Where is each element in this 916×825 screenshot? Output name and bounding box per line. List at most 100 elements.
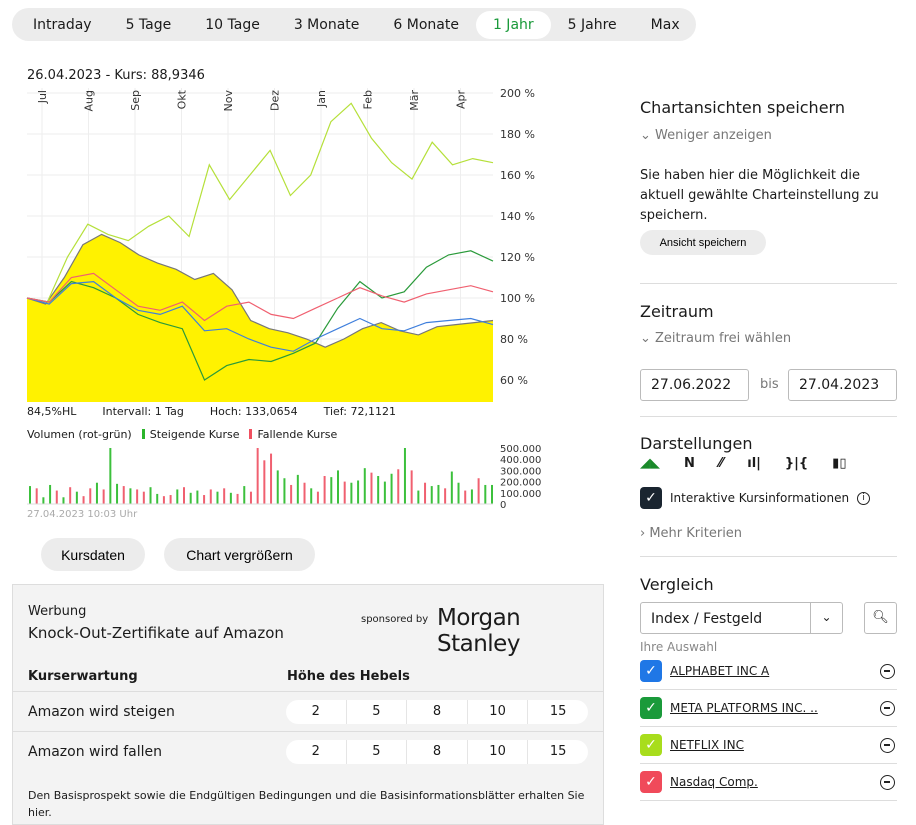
- tab-5-jahre[interactable]: 5 Jahre: [567, 16, 617, 33]
- y-tick-label: 100 %: [500, 292, 535, 305]
- series-line: [26, 250, 494, 381]
- search-button[interactable]: 🔍︎: [864, 602, 897, 634]
- volume-bar: [95, 482, 98, 504]
- less-toggle-label: Weniger anzeigen: [655, 128, 772, 143]
- lever-option[interactable]: 2: [286, 700, 347, 724]
- volume-bar: [444, 488, 447, 504]
- lever-option[interactable]: 5: [347, 740, 408, 764]
- candlestick-icon[interactable]: ▮▯: [832, 456, 847, 471]
- volume-bar: [75, 491, 78, 504]
- volume-bar: [162, 496, 165, 504]
- checkbox-checked-icon[interactable]: ✓: [640, 771, 662, 793]
- volume-bar: [249, 491, 252, 504]
- tab-6-monate[interactable]: 6 Monate: [393, 16, 459, 33]
- volume-bar: [424, 482, 427, 504]
- hlc-bars-icon[interactable]: }|{: [784, 456, 809, 471]
- compare-item-link[interactable]: ALPHABET INC A: [670, 664, 770, 678]
- x-tick-label: Jan: [315, 90, 328, 108]
- checkbox-checked-icon[interactable]: ✓: [640, 660, 662, 682]
- volume-bar: [142, 491, 145, 504]
- save-view-button[interactable]: Ansicht speichern: [640, 230, 766, 255]
- remove-icon[interactable]: [880, 774, 895, 790]
- sponsored-by: sponsored by: [361, 614, 429, 625]
- series-area: [27, 234, 493, 402]
- custom-period-label: Zeitraum frei wählen: [655, 331, 792, 346]
- period-tabs: Intraday 5 Tage 10 Tage 3 Monate 6 Monat…: [12, 8, 696, 41]
- compare-select[interactable]: Index / Festgeld ⌄: [640, 602, 843, 634]
- y-tick-label: 160 %: [500, 169, 535, 182]
- series-line: [26, 272, 494, 322]
- volume-bar: [450, 471, 453, 504]
- tab-intraday[interactable]: Intraday: [33, 16, 92, 33]
- checkbox-checked-icon[interactable]: ✓: [640, 734, 662, 756]
- checkbox-checked-icon[interactable]: ✓: [640, 487, 662, 509]
- volume-bar: [256, 448, 259, 504]
- lever-option[interactable]: 8: [407, 740, 468, 764]
- volume-bar: [196, 490, 199, 504]
- chevron-down-icon: ⌄: [640, 331, 656, 346]
- volume-bar: [69, 487, 72, 504]
- compare-item-link[interactable]: META PLATFORMS INC. ..: [670, 701, 818, 715]
- volume-legend: Volumen (rot-grün) Steigende Kurse Falle…: [27, 428, 337, 441]
- divider: [640, 556, 897, 557]
- info-icon[interactable]: i: [857, 491, 871, 505]
- remove-icon[interactable]: [880, 700, 895, 716]
- volume-bar: [383, 481, 386, 504]
- custom-period-toggle[interactable]: ⌄ Zeitraum frei wählen: [640, 331, 897, 346]
- interactive-info-toggle[interactable]: ✓ Interaktive Kursinformationen i: [640, 487, 897, 509]
- checkbox-checked-icon[interactable]: ✓: [640, 697, 662, 719]
- date-from-input[interactable]: 27.06.2022: [640, 369, 749, 401]
- tab-max[interactable]: Max: [650, 16, 680, 33]
- tab-3-monate[interactable]: 3 Monate: [293, 16, 360, 33]
- less-toggle[interactable]: ⌄ Weniger anzeigen: [640, 128, 897, 143]
- remove-icon[interactable]: [880, 737, 895, 753]
- lever-option[interactable]: 2: [286, 740, 347, 764]
- interval-stat: Intervall: 1 Tag: [102, 405, 184, 418]
- volume-bar: [437, 484, 440, 504]
- volume-bar: [477, 478, 480, 504]
- x-tick-label: Mär: [408, 90, 421, 111]
- chevron-down-icon: ⌄: [640, 128, 656, 143]
- tab-10-tage[interactable]: 10 Tage: [205, 16, 260, 33]
- volume-bar: [430, 486, 433, 504]
- volume-bar: [109, 448, 112, 504]
- enlarge-chart-button[interactable]: Chart vergrößern: [164, 538, 315, 571]
- price-chart[interactable]: 200 % 180 % 160 % 140 % 120 % 100 % 80 % 60 % Ju…: [0, 80, 560, 510]
- lever-option[interactable]: 8: [407, 700, 468, 724]
- tab-1-jahr[interactable]: 1 Jahr: [475, 10, 551, 39]
- x-tick-label: Dez: [269, 90, 282, 111]
- sponsor-logo[interactable]: Morgan Stanley: [437, 605, 521, 657]
- area-chart-icon[interactable]: ◢◣: [640, 456, 660, 471]
- lever-option[interactable]: 10: [468, 700, 529, 724]
- legend-down: Fallende Kurse: [249, 428, 337, 441]
- volume-bar: [457, 482, 460, 504]
- lever-option[interactable]: 15: [549, 744, 567, 759]
- more-criteria-label: Mehr Kriterien: [649, 526, 743, 541]
- volume-bar: [216, 491, 219, 504]
- compare-item-link[interactable]: Nasdaq Comp.: [670, 775, 758, 789]
- lever-option[interactable]: 10: [468, 740, 529, 764]
- volume-bar: [330, 477, 333, 504]
- x-tick-label: Nov: [222, 90, 235, 112]
- volume-bar: [42, 497, 45, 504]
- remove-icon[interactable]: [880, 663, 895, 679]
- tab-5-tage[interactable]: 5 Tage: [125, 16, 172, 33]
- y-tick-label: 140 %: [500, 210, 535, 223]
- chart-header: 26.04.2023 - Kurs: 88,9346: [27, 68, 205, 83]
- col-hebel: Höhe des Hebels: [287, 669, 410, 684]
- date-to-input[interactable]: 27.04.2023: [788, 369, 897, 401]
- volume-bar: [49, 484, 52, 504]
- lever-option[interactable]: 15: [549, 704, 567, 719]
- kursdaten-button[interactable]: Kursdaten: [41, 538, 145, 571]
- volume-bar: [229, 492, 232, 504]
- x-tick-label: Sep: [129, 90, 142, 111]
- line-chart-icon[interactable]: N: [684, 456, 695, 471]
- ohlc-bars-icon[interactable]: ıl|: [747, 456, 761, 471]
- compare-item-link[interactable]: NETFLIX INC: [670, 738, 744, 752]
- dotted-line-icon[interactable]: ⁄⁄: [718, 456, 724, 471]
- lever-option[interactable]: 5: [347, 700, 408, 724]
- volume-bar: [410, 470, 413, 504]
- more-criteria-link[interactable]: › Mehr Kriterien: [640, 526, 897, 541]
- interactive-info-label: Interaktive Kursinformationen: [670, 491, 850, 505]
- ad-row: Amazon wird fallen 2 5 8 10 15: [13, 731, 603, 771]
